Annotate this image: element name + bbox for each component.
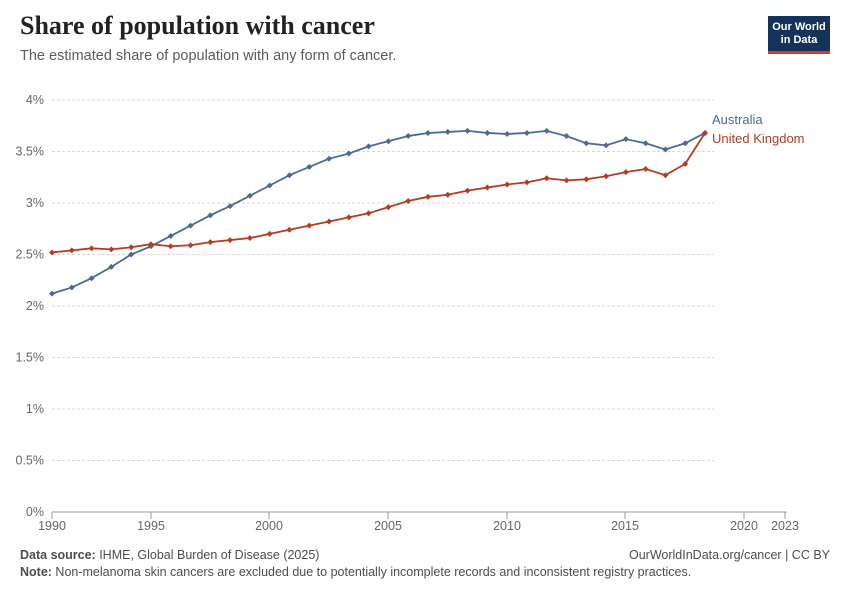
- svg-text:United Kingdom: United Kingdom: [712, 131, 805, 146]
- svg-text:2020: 2020: [730, 519, 758, 533]
- svg-text:3.5%: 3.5%: [16, 145, 45, 159]
- svg-text:3%: 3%: [26, 196, 44, 210]
- svg-text:2%: 2%: [26, 299, 44, 313]
- svg-text:1.5%: 1.5%: [16, 351, 45, 365]
- svg-text:2000: 2000: [255, 519, 283, 533]
- svg-text:4%: 4%: [26, 93, 44, 107]
- svg-text:0%: 0%: [26, 505, 44, 519]
- svg-text:2010: 2010: [493, 519, 521, 533]
- svg-text:2015: 2015: [611, 519, 639, 533]
- svg-text:1995: 1995: [137, 519, 165, 533]
- svg-text:2.5%: 2.5%: [16, 248, 45, 262]
- svg-text:2023: 2023: [771, 519, 799, 533]
- svg-text:1%: 1%: [26, 402, 44, 416]
- svg-text:Australia: Australia: [712, 112, 763, 127]
- svg-text:2005: 2005: [374, 519, 402, 533]
- svg-text:1990: 1990: [38, 519, 66, 533]
- svg-text:0.5%: 0.5%: [16, 454, 45, 468]
